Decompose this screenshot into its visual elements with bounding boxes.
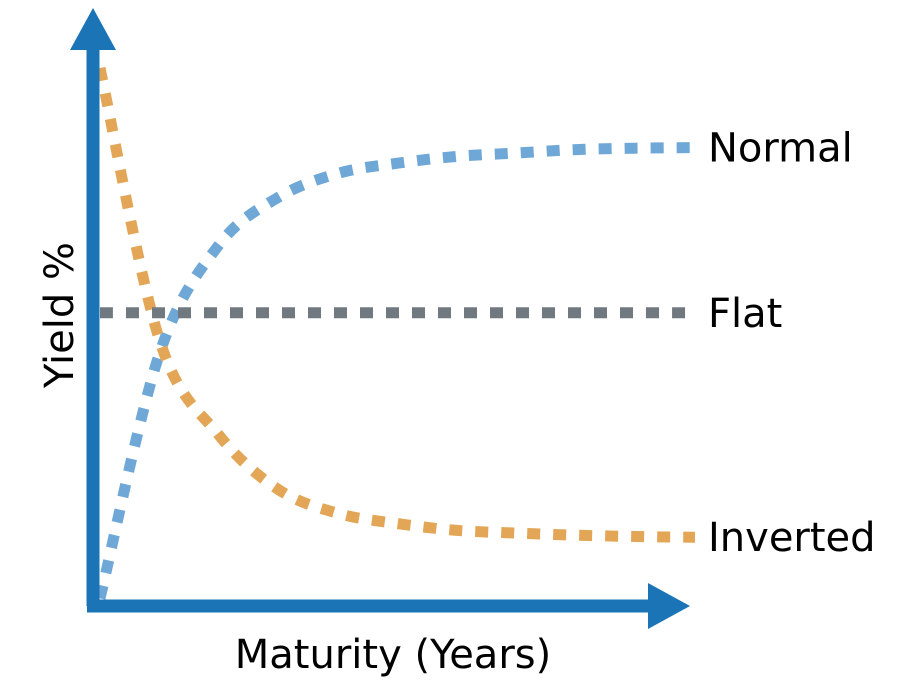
series-labels: Normal Flat Inverted	[708, 126, 876, 562]
series-lines	[94, 66, 696, 600]
y-axis-label: Yield %	[37, 242, 83, 389]
series-label-normal: Normal	[708, 126, 853, 172]
y-axis-arrow	[70, 8, 116, 50]
series-line-normal	[94, 142, 696, 600]
series-label-flat: Flat	[708, 291, 782, 337]
series-label-inverted: Inverted	[708, 515, 876, 561]
x-axis-arrow	[648, 583, 690, 629]
x-axis-label: Maturity (Years)	[235, 632, 551, 678]
series-line-inverted	[94, 66, 696, 543]
